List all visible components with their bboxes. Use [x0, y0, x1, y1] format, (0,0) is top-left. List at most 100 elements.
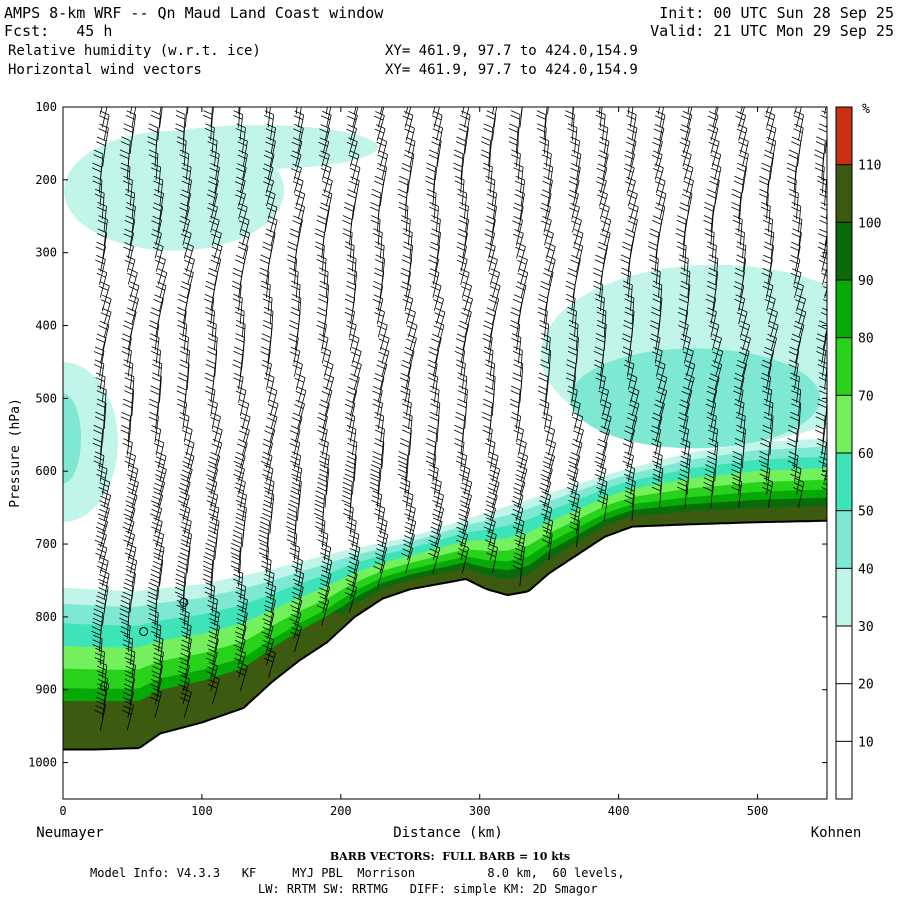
wind-barb	[206, 320, 217, 351]
wind-barb	[264, 189, 276, 220]
wind-barb	[264, 110, 275, 141]
wind-barb	[341, 490, 353, 521]
wind-barb	[428, 543, 441, 574]
wind-barb	[377, 107, 385, 128]
wind-barb	[568, 490, 580, 521]
colorbar-segment	[836, 568, 852, 626]
wind-barb	[289, 451, 302, 482]
wind-barb	[620, 267, 631, 298]
wind-barb	[568, 452, 581, 482]
wind-barb	[234, 516, 246, 548]
wind-barb	[732, 451, 743, 482]
wind-barb	[786, 175, 797, 207]
x-end-location: Kohnen	[811, 825, 862, 841]
wind-barb	[131, 107, 137, 128]
wind-barb	[179, 149, 190, 180]
wind-barb	[91, 621, 102, 652]
wind-barb	[650, 333, 661, 364]
wind-barb	[208, 503, 220, 534]
wind-barb	[761, 359, 772, 390]
wind-barb	[95, 543, 108, 574]
wind-barb	[684, 360, 696, 390]
colorbar-segment	[836, 222, 852, 280]
wind-barb	[318, 150, 330, 180]
wind-barb	[545, 438, 557, 469]
wind-barb	[122, 517, 135, 548]
wind-barb	[735, 111, 747, 141]
wind-barb	[595, 372, 606, 403]
wind-barb	[567, 346, 578, 377]
wind-barb	[237, 136, 248, 167]
wind-barb	[458, 123, 469, 154]
wind-barb	[703, 477, 714, 508]
wind-barb	[544, 242, 556, 272]
wind-barb	[651, 438, 662, 469]
y-tick-label: 1000	[28, 756, 57, 770]
wind-barb	[788, 359, 799, 390]
wind-barb	[344, 464, 355, 495]
wind-barb	[291, 163, 302, 194]
y-tick-label: 700	[35, 537, 57, 551]
wind-barb	[457, 543, 469, 574]
wind-barb	[765, 107, 769, 115]
wind-barb	[150, 569, 161, 600]
colorbar-tick-label: 30	[858, 620, 874, 635]
wind-barb	[154, 451, 167, 482]
wind-barb	[371, 188, 382, 220]
wind-barb	[817, 175, 827, 207]
y-tick-label: 200	[35, 173, 57, 187]
wind-barb	[204, 542, 216, 574]
wind-barb	[205, 359, 216, 390]
wind-barb	[731, 477, 742, 508]
wind-barb	[179, 215, 190, 246]
wind-barb	[151, 346, 161, 377]
wind-barb	[786, 162, 797, 194]
wind-barb	[622, 451, 634, 482]
wind-barb	[597, 189, 608, 220]
wind-barb	[97, 582, 109, 613]
wind-barb	[789, 411, 800, 443]
wind-barb	[151, 215, 162, 246]
wind-barb	[485, 530, 497, 561]
wind-barb	[739, 320, 750, 351]
wind-barb	[373, 111, 385, 141]
wind-barb	[736, 307, 748, 338]
wind-barb	[760, 202, 771, 233]
wind-barb	[489, 268, 500, 298]
wind-barb	[676, 215, 687, 246]
wind-barb	[96, 398, 107, 430]
wind-barb	[262, 464, 274, 495]
x-tick-label: 100	[191, 804, 213, 818]
wind-barb	[289, 346, 301, 377]
wind-barb	[710, 163, 722, 194]
wind-barb	[186, 107, 189, 115]
wind-barb	[346, 386, 358, 416]
wind-barb	[147, 595, 158, 626]
wind-barb	[155, 255, 166, 285]
wind-barb	[404, 504, 416, 534]
wind-barb	[205, 478, 218, 508]
wind-barb	[122, 700, 134, 731]
wind-barb	[153, 175, 164, 207]
wind-barb	[344, 307, 355, 338]
wind-barb	[512, 215, 523, 246]
wind-barb	[654, 360, 666, 390]
colorbar-tick-label: 80	[858, 332, 874, 347]
wind-barb	[456, 241, 467, 272]
wind-barb	[150, 307, 161, 338]
wind-barb	[569, 516, 580, 548]
wind-barb	[714, 107, 717, 115]
wind-barb	[426, 188, 437, 220]
wind-barb	[124, 543, 137, 574]
wind-barb	[679, 124, 691, 154]
wind-barb	[177, 556, 188, 587]
wind-barb	[318, 293, 329, 325]
wind-barb	[516, 451, 529, 482]
wind-barb	[536, 110, 547, 141]
wind-barb	[596, 163, 608, 194]
wind-barb	[151, 162, 161, 194]
wind-barb	[677, 477, 688, 508]
wind-barb	[519, 107, 523, 128]
wind-barb	[205, 306, 215, 338]
wind-barb	[572, 107, 574, 115]
